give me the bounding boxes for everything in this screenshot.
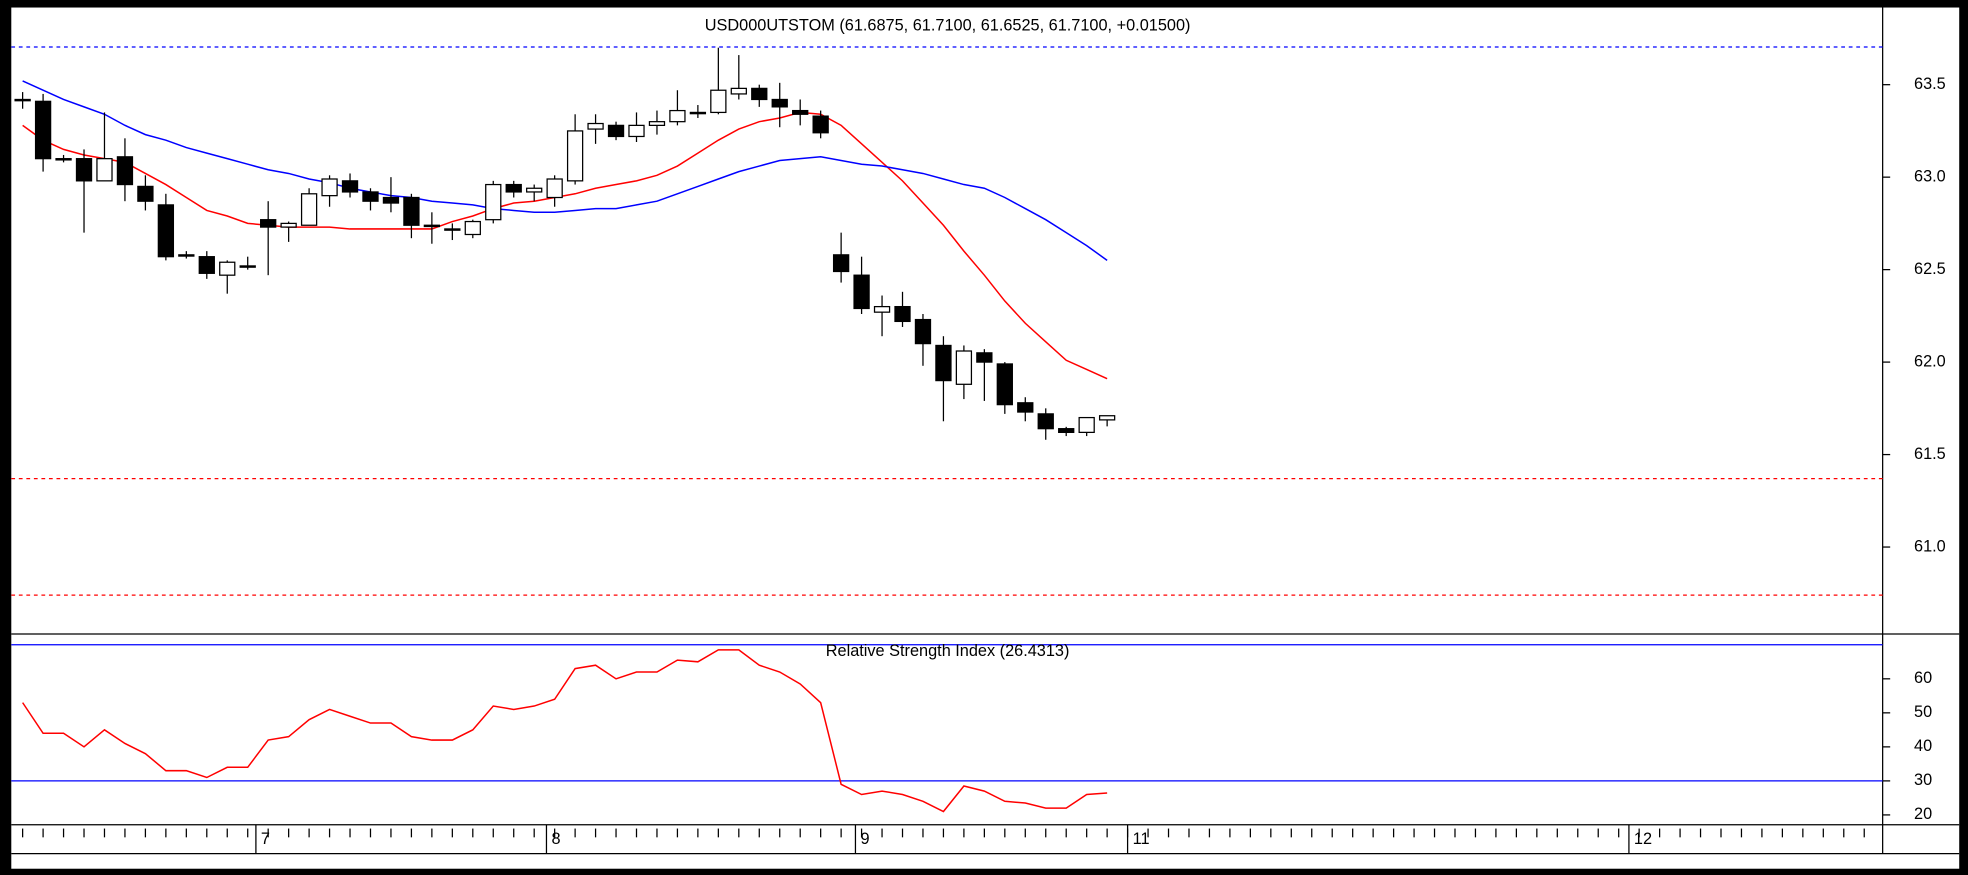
- x-tick-label: 11: [1133, 830, 1150, 848]
- indicator-title: Relative Strength Index (26.4313): [826, 642, 1070, 660]
- y-tick-label: 50: [1914, 703, 1932, 721]
- candle-body: [853, 274, 870, 310]
- candle-body: [792, 109, 809, 115]
- candle-body: [219, 261, 236, 276]
- candle-body: [648, 121, 666, 126]
- candle-body: [628, 124, 645, 138]
- candle-body: [198, 256, 215, 274]
- candle-body: [382, 196, 400, 204]
- candle-body: [239, 265, 256, 268]
- y-tick-label: 61.0: [1914, 537, 1946, 555]
- moving-average-line: [22, 80, 1108, 261]
- candle-body: [505, 183, 522, 193]
- candle-body: [485, 183, 502, 221]
- candle-body: [341, 180, 359, 193]
- candle-body: [546, 178, 563, 199]
- candle-body: [116, 156, 134, 186]
- candle-body: [914, 318, 932, 345]
- candle-body: [996, 363, 1013, 406]
- x-tick-label: 9: [860, 830, 869, 848]
- y-tick-label: 62.0: [1914, 352, 1946, 370]
- y-tick-label: 60: [1914, 669, 1932, 687]
- candle-body: [464, 220, 481, 236]
- y-tick-label: 62.5: [1914, 260, 1946, 278]
- candle-body: [710, 89, 727, 114]
- candle-body: [34, 100, 52, 160]
- candle-body: [137, 185, 154, 202]
- candle-body: [260, 219, 277, 228]
- candle-body: [955, 350, 973, 385]
- candle-body: [935, 344, 952, 382]
- candle-body: [321, 178, 338, 197]
- candle-body: [607, 124, 625, 138]
- y-tick-label: 61.5: [1914, 445, 1946, 463]
- candle-body: [976, 352, 993, 363]
- candle-body: [771, 98, 788, 108]
- x-tick-label: 7: [261, 830, 270, 848]
- candle-body: [444, 228, 461, 231]
- candle-body: [587, 122, 604, 130]
- y-tick-label: 63.0: [1914, 167, 1946, 185]
- indicator-line: [22, 649, 1108, 813]
- candle-body: [730, 87, 747, 95]
- moving-average-line: [22, 111, 1108, 380]
- candle-body: [689, 111, 707, 115]
- x-tick-label: 8: [551, 830, 560, 848]
- x-tick-label: 12: [1634, 830, 1652, 848]
- candle-body: [300, 193, 318, 226]
- candle-body: [751, 87, 768, 101]
- candle-body: [1098, 415, 1116, 421]
- candle-body: [1017, 402, 1034, 413]
- canvas: [11, 7, 1960, 869]
- y-tick-label: 63.5: [1914, 75, 1946, 93]
- candle-body: [14, 98, 31, 102]
- candle-body: [280, 222, 297, 228]
- candle-body: [1058, 428, 1075, 434]
- y-tick-label: 30: [1914, 771, 1932, 789]
- candle-body: [894, 305, 911, 323]
- candle-body: [873, 305, 891, 313]
- candle-body: [75, 158, 93, 182]
- candle-body: [812, 115, 829, 134]
- candle-body: [832, 254, 850, 273]
- candle-body: [55, 158, 72, 161]
- candle-body: [1037, 413, 1054, 430]
- candle-body: [526, 187, 543, 193]
- candle-body: [362, 191, 379, 202]
- candle-body: [96, 158, 113, 182]
- candle-body: [157, 204, 175, 258]
- candle-body: [1078, 416, 1095, 434]
- y-tick-label: 40: [1914, 737, 1932, 755]
- candle-body: [178, 254, 195, 257]
- candle-body: [423, 224, 441, 228]
- y-tick-label: 20: [1914, 805, 1932, 823]
- candle-body: [403, 196, 420, 226]
- chart-title: USD000UTSTOM (61.6875, 61.7100, 61.6525,…: [705, 17, 1191, 35]
- candle-body: [669, 109, 686, 123]
- candle-body: [566, 130, 584, 182]
